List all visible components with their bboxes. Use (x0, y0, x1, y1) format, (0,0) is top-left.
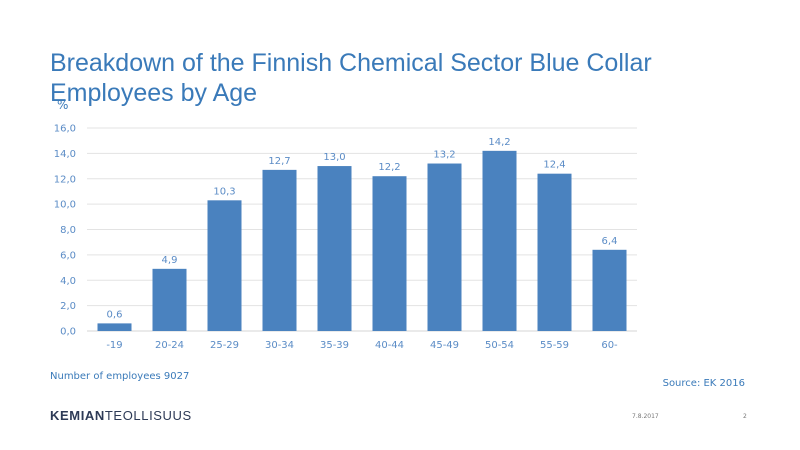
value-label: 13,0 (323, 152, 345, 163)
value-label: 6,4 (602, 236, 618, 247)
x-tick-label: -19 (106, 340, 122, 351)
value-label: 13,2 (433, 150, 455, 161)
x-tick-label: 25-29 (210, 340, 239, 351)
value-label: 14,2 (488, 137, 510, 148)
logo-light-text: TEOLLISUUS (104, 408, 192, 423)
value-label: 0,6 (107, 309, 123, 320)
bars (97, 150, 627, 331)
value-label: 12,2 (378, 162, 400, 173)
y-tick-label: 2,0 (60, 301, 76, 312)
x-tick-label: 20-24 (155, 340, 184, 351)
x-tick-label: 50-54 (485, 340, 514, 351)
x-tick-label: 40-44 (375, 340, 404, 351)
bar-55-59 (537, 173, 572, 331)
y-axis-label: % (57, 98, 68, 112)
y-tick-label: 0,0 (60, 327, 76, 338)
x-tick-label: 35-39 (320, 340, 349, 351)
y-tick-label: 6,0 (60, 250, 76, 261)
bar-30-34 (262, 169, 297, 331)
y-tick-label: 10,0 (54, 200, 76, 211)
y-tick-label: 12,0 (54, 174, 76, 185)
x-tick-label: 55-59 (540, 340, 569, 351)
y-tick-label: 8,0 (60, 225, 76, 236)
x-tick-label: 60- (601, 340, 618, 351)
value-label: 12,7 (268, 156, 290, 167)
slide-title: Breakdown of the Finnish Chemical Sector… (50, 49, 652, 107)
y-axis-ticks: 0,0 2,0 4,0 6,0 8,0 10,0 12,0 14,0 16,0 (54, 124, 76, 338)
bar-25-29 (207, 200, 242, 331)
y-tick-label: 4,0 (60, 276, 76, 287)
page-number: 2 (743, 413, 747, 420)
bar-20-24 (152, 268, 187, 331)
logo-bold-text: KEMIAN (50, 408, 105, 423)
bar-50-54 (482, 150, 517, 331)
y-tick-label: 16,0 (54, 124, 76, 135)
bar-45-49 (427, 163, 462, 331)
value-labels: 0,6 4,9 10,3 12,7 13,0 12,2 13,2 14,2 12,4 6,4 (107, 137, 618, 321)
value-label: 10,3 (213, 186, 235, 197)
value-label: 12,4 (543, 160, 565, 171)
bar--19 (97, 323, 132, 331)
bar-35-39 (317, 166, 352, 331)
employee-count-note: Number of employees 9027 (50, 371, 190, 382)
source-note: Source: EK 2016 (662, 378, 745, 389)
x-tick-label: 45-49 (430, 340, 459, 351)
slide-date: 7.8.2017 (632, 413, 659, 420)
bar-40-44 (372, 176, 407, 331)
x-axis-ticks: -19 20-24 25-29 30-34 35-39 40-44 45-49 50-54 55… (106, 340, 618, 351)
bar-60- (592, 249, 627, 331)
company-logo: KEMIANTEOLLISUUS (50, 408, 192, 423)
value-label: 4,9 (162, 255, 178, 266)
y-tick-label: 14,0 (54, 149, 76, 160)
x-tick-label: 30-34 (265, 340, 294, 351)
